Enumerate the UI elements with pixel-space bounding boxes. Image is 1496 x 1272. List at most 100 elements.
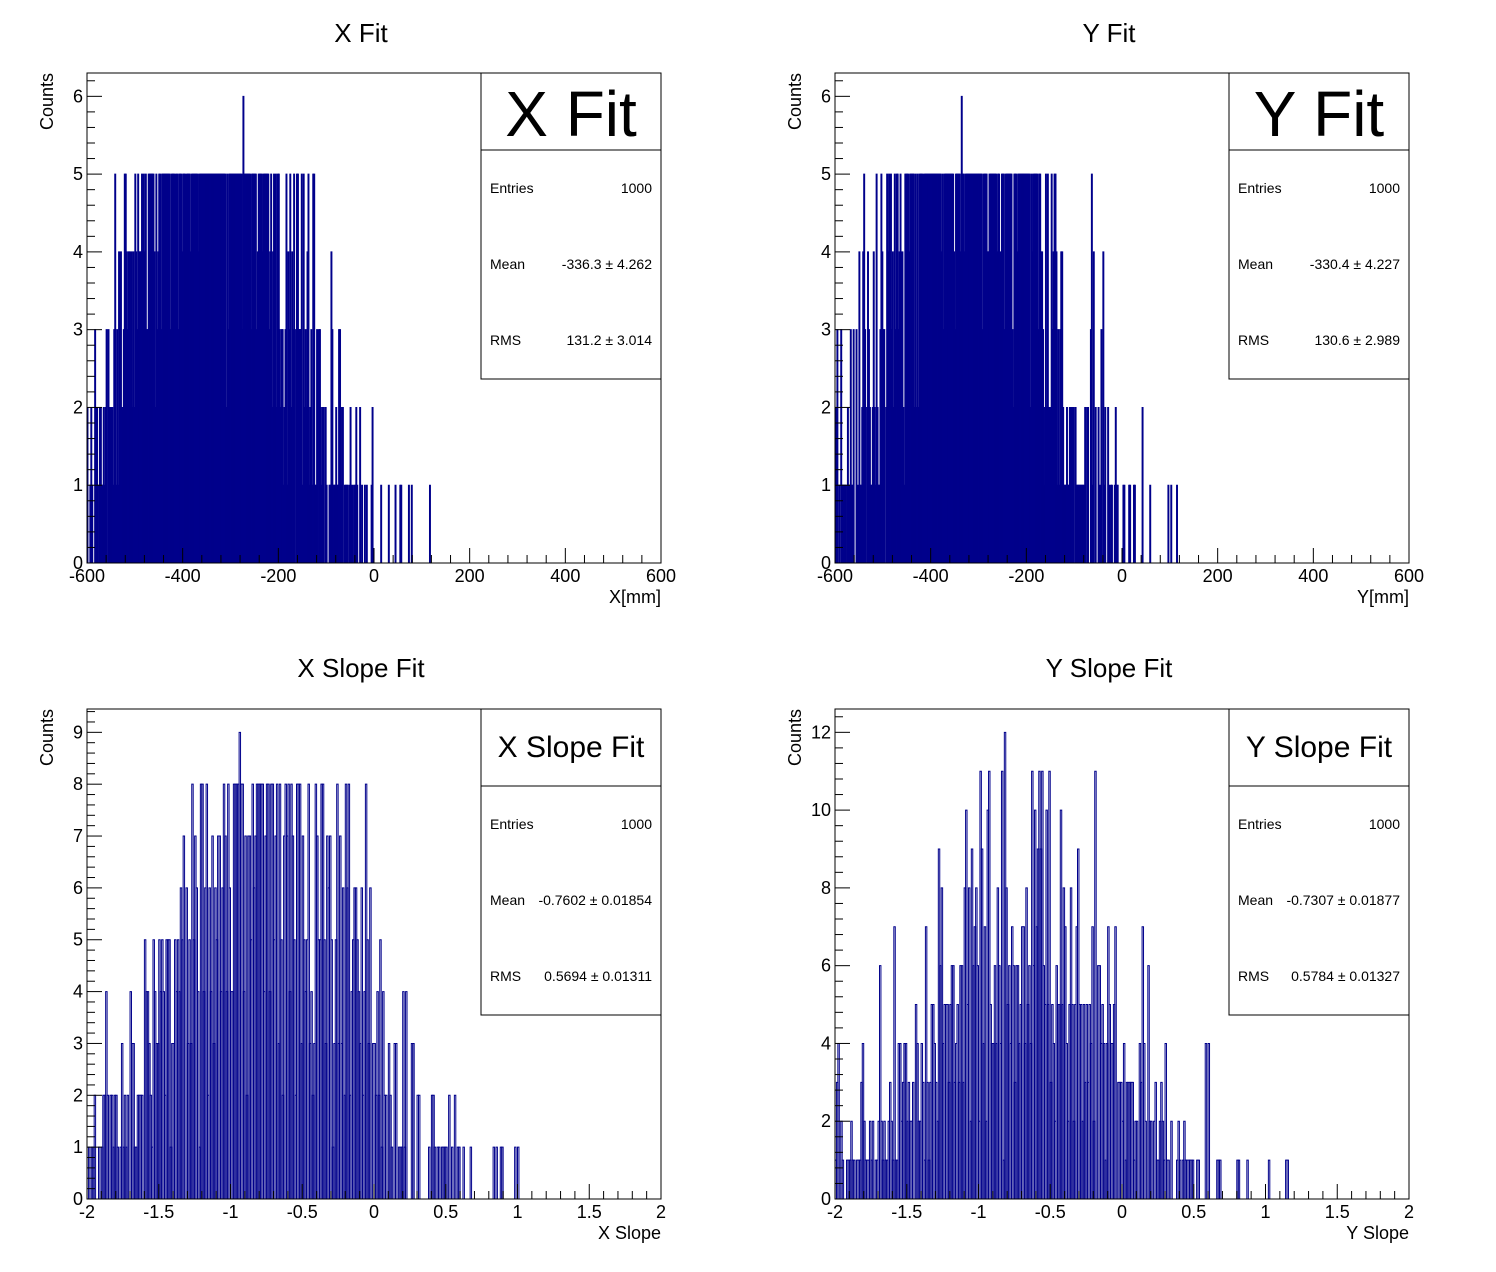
stats-rms-value: 130.6 ± 2.989 [1314, 332, 1400, 348]
histogram-bar [912, 173, 915, 563]
x-tick-label: -200 [260, 566, 296, 586]
histogram-bar [1133, 484, 1136, 563]
y-tick-label: 9 [73, 722, 83, 742]
stats-box-title: Y Fit [1254, 78, 1385, 150]
histogram-bar [1246, 1159, 1249, 1199]
histogram-bar [858, 251, 861, 563]
x-tick-label: -600 [817, 566, 853, 586]
histogram-bar [341, 406, 344, 563]
histogram-bar [1167, 484, 1170, 563]
histogram-bar [924, 926, 928, 1199]
histogram-bar [331, 329, 334, 563]
histogram-bar [356, 484, 359, 563]
histogram-bar [849, 329, 852, 563]
histogram-bar [1079, 1004, 1083, 1199]
histogram-bar [1108, 484, 1111, 563]
y-tick-label: 1 [73, 475, 83, 495]
histogram-bar [893, 926, 896, 1199]
histogram-bar [453, 1094, 457, 1199]
x-tick-label: -1 [970, 1202, 986, 1222]
x-tick-label: 2 [656, 1202, 666, 1222]
histogram-bar [273, 173, 276, 563]
histogram-bar [417, 1094, 421, 1199]
stats-entries-value: 1000 [621, 816, 652, 832]
x-tick-label: -400 [165, 566, 201, 586]
histogram-bar [1057, 329, 1060, 563]
histogram-bar [1072, 406, 1075, 563]
stats-box-frame [480, 72, 662, 380]
y-tick-label: 2 [821, 1111, 831, 1131]
x-tick-label: 600 [1394, 566, 1424, 586]
y-tick-label: 6 [821, 956, 831, 976]
histogram-bar [313, 173, 316, 563]
histogram-bar [1048, 770, 1051, 1199]
histogram-bar [1129, 484, 1132, 563]
histogram-bar [285, 173, 288, 563]
histogram-bar [371, 406, 374, 563]
histogram-bar [445, 1146, 448, 1199]
stats-mean-label: Mean [1238, 256, 1273, 272]
y-tick-label: 6 [821, 86, 831, 106]
histogram-bar [361, 484, 364, 563]
stats-entries-value: 1000 [1369, 180, 1400, 196]
histogram-bar [1207, 1042, 1211, 1199]
histogram-bar [300, 173, 303, 563]
histogram-bar [325, 484, 328, 563]
histogram-bar [105, 329, 108, 563]
panel-title: Y Slope Fit [1046, 653, 1173, 683]
histogram-bar [384, 1094, 388, 1199]
histogram-bar [980, 848, 984, 1199]
stats-mean-value: -0.7307 ± 0.01877 [1286, 892, 1400, 908]
y-tick-label: 4 [821, 1033, 831, 1053]
x-tick-label: 200 [455, 566, 485, 586]
histogram-bar [363, 484, 366, 563]
histogram-bar [97, 484, 99, 563]
x-tick-label: 1.5 [1325, 1202, 1350, 1222]
histogram-bar [1094, 406, 1097, 563]
histogram-bar [118, 251, 121, 563]
histogram-bar [1122, 1042, 1126, 1199]
y-tick-label: 5 [73, 930, 83, 950]
stats-rms-label: RMS [490, 968, 521, 984]
histogram-panel: Y Slope Fit -2 -1.5 -1 -0.5 0 0.5 1 1.5 2 0 2 4 6 8 10 1… [785, 653, 1414, 1243]
histogram-bar [1098, 484, 1101, 563]
x-tick-label: 0 [1117, 1202, 1127, 1222]
histogram-bar [1084, 406, 1087, 563]
stats-rms-value: 131.2 ± 3.014 [566, 332, 652, 348]
stats-entries-value: 1000 [1369, 816, 1400, 832]
histogram-bar [293, 173, 296, 563]
y-tick-label: 2 [821, 397, 831, 417]
y-tick-label: 8 [821, 878, 831, 898]
y-axis-label: Counts [37, 73, 57, 130]
histogram-bar [517, 1146, 520, 1199]
histogram-bar [1091, 926, 1094, 1199]
stats-entries-label: Entries [490, 180, 534, 196]
histogram-bar [310, 329, 313, 563]
histogram-bar [380, 484, 383, 563]
y-tick-label: 0 [821, 553, 831, 573]
x-axis-label: Y Slope [1346, 1223, 1409, 1243]
histogram-bar [983, 926, 987, 1199]
histogram-bar [514, 1146, 517, 1199]
stats-box-title: X Slope Fit [498, 731, 645, 764]
stats-box-title: X Fit [505, 78, 637, 150]
y-axis-label: Counts [785, 73, 805, 130]
y-tick-label: 8 [73, 774, 83, 794]
y-tick-label: 3 [73, 1033, 83, 1053]
x-tick-label: -200 [1008, 566, 1044, 586]
histogram-bar [369, 887, 372, 1199]
y-tick-label: 7 [73, 826, 83, 846]
histogram-bars [834, 731, 1289, 1199]
stats-rms-label: RMS [1238, 968, 1269, 984]
histogram-bar [428, 484, 431, 563]
histogram-bar [1102, 251, 1105, 563]
y-tick-label: 5 [821, 164, 831, 184]
y-tick-label: 1 [73, 1137, 83, 1157]
histogram-bar [395, 1042, 398, 1199]
panel-title: X Slope Fit [297, 653, 425, 683]
x-tick-label: -1 [222, 1202, 238, 1222]
histogram-bar [1147, 965, 1150, 1199]
histogram-bar [330, 939, 333, 1199]
histogram-bar [270, 173, 273, 563]
histogram-bar [433, 1146, 437, 1199]
